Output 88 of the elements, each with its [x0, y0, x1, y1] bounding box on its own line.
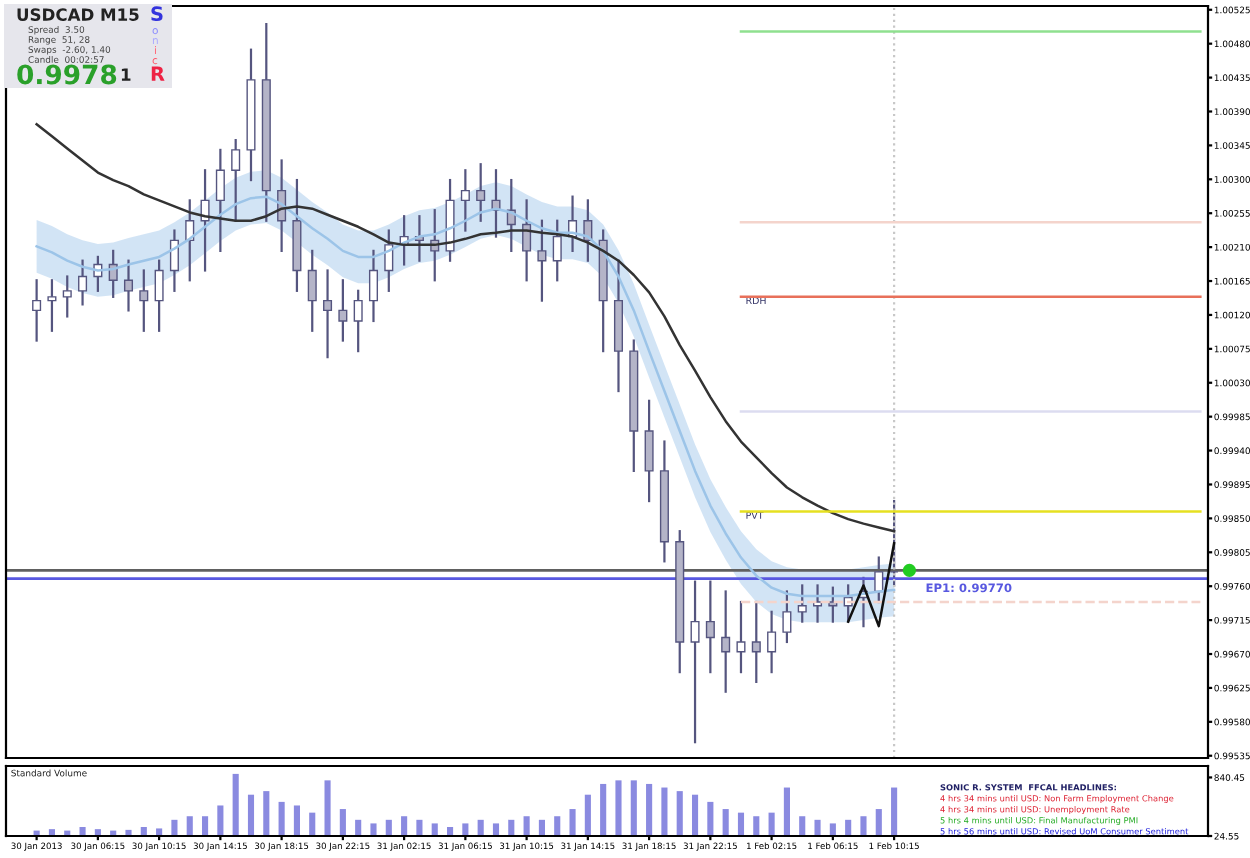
bar — [278, 801, 285, 836]
bar — [860, 816, 867, 836]
candlestick — [47, 279, 57, 332]
line-series — [35, 123, 896, 533]
candlestick — [215, 148, 225, 252]
candlestick — [690, 580, 700, 744]
bar — [232, 773, 239, 836]
bar — [737, 812, 745, 836]
bar — [538, 819, 545, 836]
candlestick — [139, 269, 149, 332]
bar — [814, 819, 821, 836]
candlestick — [736, 600, 746, 674]
candlestick — [323, 269, 333, 359]
candlestick — [874, 556, 884, 604]
bar — [891, 787, 898, 836]
bar — [156, 828, 163, 836]
bar — [186, 816, 193, 836]
candlestick — [353, 289, 363, 353]
candlestick — [644, 399, 654, 503]
bar — [309, 812, 316, 836]
bar — [799, 816, 806, 836]
candlestick — [384, 229, 394, 292]
bar — [691, 794, 699, 836]
bar — [492, 823, 500, 836]
candlestick — [368, 249, 379, 323]
bar — [676, 791, 683, 836]
bar — [462, 823, 469, 836]
candlestick — [767, 610, 777, 674]
bar — [783, 787, 790, 836]
candlestick — [123, 259, 134, 312]
annotation: 0.9978 — [17, 64, 117, 85]
bar — [263, 791, 270, 836]
bar — [217, 805, 224, 836]
annotation: S — [151, 6, 163, 22]
candlestick — [231, 139, 241, 222]
candlestick — [797, 584, 807, 623]
candlestick — [32, 279, 42, 342]
candlestick — [552, 219, 562, 282]
bar — [722, 809, 729, 836]
bar — [79, 827, 86, 836]
candlestick — [78, 259, 88, 306]
bar — [875, 809, 882, 836]
line-series — [846, 542, 896, 628]
bar — [477, 819, 484, 836]
bar — [661, 787, 668, 836]
bar — [293, 805, 300, 836]
bar — [247, 794, 255, 836]
bar — [416, 819, 423, 836]
candlestick — [460, 169, 470, 232]
bar — [339, 809, 346, 836]
bar — [324, 780, 331, 836]
bar — [584, 794, 591, 836]
bar — [600, 783, 607, 836]
annotation: 1 — [121, 68, 131, 81]
annotation: USDCAD — [17, 8, 94, 21]
candlestick — [476, 163, 486, 222]
bar — [615, 780, 622, 836]
candlestick — [307, 249, 317, 332]
candlestick — [154, 259, 164, 332]
bar — [431, 823, 438, 836]
candlestick — [537, 219, 547, 302]
bar — [201, 816, 209, 836]
bar — [355, 819, 362, 836]
bar — [707, 801, 714, 836]
bar — [829, 823, 836, 836]
bar — [646, 783, 653, 836]
candlestick — [751, 600, 761, 684]
bar — [385, 819, 392, 836]
candlestick — [522, 199, 532, 282]
annotation: R — [151, 66, 165, 81]
bar — [569, 809, 576, 836]
bar — [508, 819, 515, 836]
bar — [370, 823, 377, 836]
bar — [401, 816, 408, 836]
candlestick — [62, 275, 72, 318]
candlestick — [338, 279, 348, 342]
candlestick — [782, 590, 792, 644]
bar — [630, 780, 637, 836]
candlestick — [705, 580, 715, 674]
bar — [554, 816, 561, 836]
bar — [768, 812, 775, 836]
candlestick — [721, 590, 731, 693]
bar — [171, 819, 178, 836]
bar — [845, 819, 852, 836]
annotation: M15 — [101, 8, 139, 21]
bar — [125, 829, 132, 836]
bar — [753, 816, 760, 836]
bar — [523, 816, 530, 836]
